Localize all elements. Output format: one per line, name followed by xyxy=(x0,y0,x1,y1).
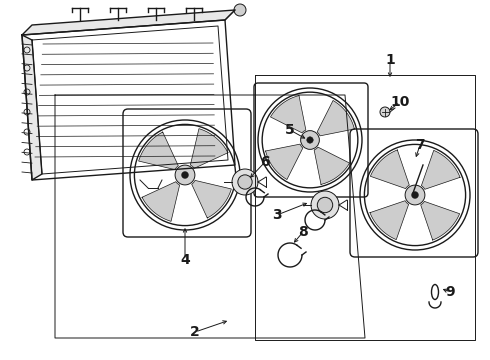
Polygon shape xyxy=(192,180,231,218)
Circle shape xyxy=(412,192,418,198)
Text: 1: 1 xyxy=(385,53,395,67)
Polygon shape xyxy=(317,100,354,136)
Circle shape xyxy=(232,169,258,195)
Polygon shape xyxy=(139,132,178,170)
Circle shape xyxy=(311,191,339,219)
Polygon shape xyxy=(270,96,306,133)
Polygon shape xyxy=(22,35,42,180)
Polygon shape xyxy=(266,144,303,180)
Text: 4: 4 xyxy=(180,253,190,267)
Text: 7: 7 xyxy=(415,138,425,152)
Polygon shape xyxy=(370,150,409,189)
Text: 10: 10 xyxy=(391,95,410,109)
Text: 9: 9 xyxy=(445,285,455,299)
Circle shape xyxy=(405,185,425,205)
Text: 3: 3 xyxy=(272,208,282,222)
Polygon shape xyxy=(314,147,349,184)
Circle shape xyxy=(318,197,333,213)
Polygon shape xyxy=(370,201,409,240)
Circle shape xyxy=(238,175,252,189)
Polygon shape xyxy=(421,150,460,189)
Text: 2: 2 xyxy=(190,325,200,339)
Circle shape xyxy=(301,131,319,149)
Text: 6: 6 xyxy=(260,155,270,169)
Circle shape xyxy=(380,107,390,117)
Polygon shape xyxy=(421,201,460,240)
Circle shape xyxy=(175,165,195,185)
Text: 5: 5 xyxy=(285,123,295,137)
Text: 8: 8 xyxy=(298,225,308,239)
Circle shape xyxy=(307,137,313,143)
Circle shape xyxy=(181,171,189,179)
Polygon shape xyxy=(142,182,180,221)
Polygon shape xyxy=(191,129,228,168)
Circle shape xyxy=(234,4,246,16)
Polygon shape xyxy=(22,10,235,35)
